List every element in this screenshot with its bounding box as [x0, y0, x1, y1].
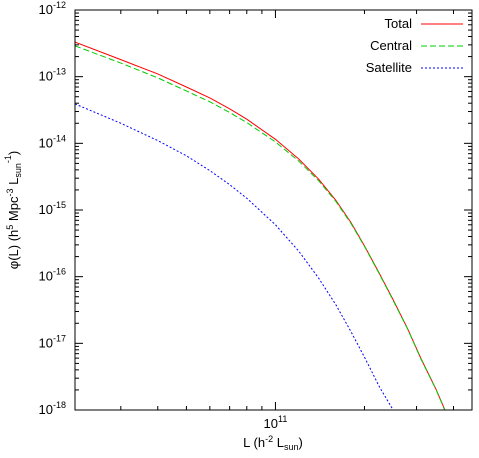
y-tick-label: 10-18: [39, 400, 66, 417]
series-line-central: [75, 45, 472, 410]
legend: Total Central Satellite: [366, 16, 463, 75]
y-tick-label: 10-17: [39, 333, 66, 350]
plot-frame: [74, 9, 473, 411]
y-tick-label: 10-15: [39, 200, 66, 217]
x-axis-label: L (h-2 Lsun): [243, 434, 303, 452]
y-tick-label: 10-16: [39, 267, 66, 284]
x-tick-labels: 1011: [264, 414, 288, 431]
x-tick-label: 1011: [264, 414, 288, 431]
legend-label-central: Central: [370, 38, 412, 53]
y-tick-label: 10-13: [39, 67, 66, 84]
series-line-total: [75, 41, 472, 410]
series-line-satellite: [75, 103, 394, 410]
y-axis-label: φ(L) (h5 Mpc-3 Lsun-1): [3, 151, 23, 269]
y-tick-label: 10-14: [39, 133, 66, 150]
series-lines: [75, 41, 472, 410]
y-tick-label: 10-12: [39, 0, 66, 17]
legend-label-total: Total: [385, 16, 413, 31]
axis-ticks: [75, 9, 472, 411]
y-tick-labels: 10-12 10-13 10-14 10-15 10-16 10-17 10-18: [39, 0, 66, 417]
legend-label-satellite: Satellite: [366, 60, 412, 75]
